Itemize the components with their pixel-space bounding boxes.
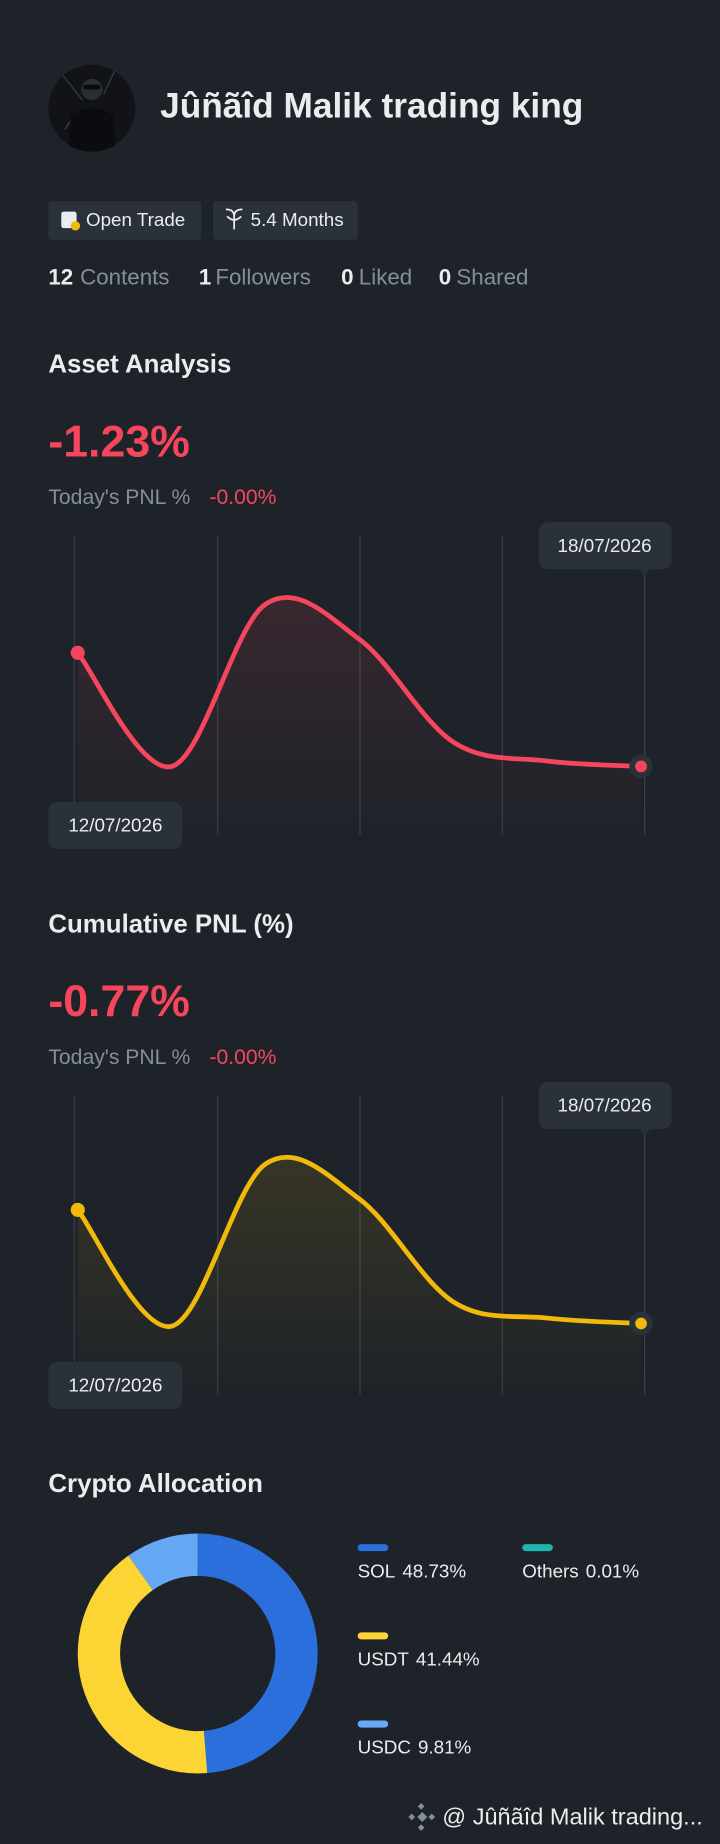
legend-swatch [357,1544,389,1552]
legend-label: USDT [358,1649,410,1670]
donut-slice [197,1533,318,1774]
line [75,595,644,769]
legend-swatch [357,1632,389,1640]
legend-swatch [357,1720,389,1728]
stat-label[interactable]: Liked [359,265,412,290]
stat-label[interactable]: Followers [215,265,311,290]
badge[interactable] [212,201,358,240]
tooltip-pointer [638,1128,651,1135]
legend-label: Others [522,1560,578,1581]
legend-label: SOL [358,1560,396,1581]
date-label: 18/07/2026 [558,535,652,556]
area [77,1157,642,1395]
section-title: Cumulative PNL (%) [48,910,293,938]
stat-label[interactable]: Contents [80,265,169,290]
date-label: 18/07/2026 [558,1095,652,1116]
tooltip-pointer [638,569,651,576]
legend-swatch [522,1544,553,1552]
stat-value: 0 [439,265,451,290]
stat-value: 0 [341,265,353,290]
donut-slice [77,1555,208,1774]
date-label: 12/07/2026 [68,1374,162,1395]
badge[interactable] [48,201,202,240]
legend-value: 9.81% [418,1737,472,1758]
date-tooltip [48,802,183,850]
badge-icon [70,221,81,231]
date-label: 12/07/2026 [68,815,162,836]
area [77,597,642,835]
today-pnl: -0.00% [209,486,276,509]
badge-label: 5.4 Months [251,209,344,230]
today-pnl: -0.00% [209,1046,276,1069]
watermark: @ Jûñãîd Malik trading... [442,1803,702,1829]
profile-name: Jûñãîd Malik trading king [160,87,583,126]
date-tooltip [538,1081,672,1129]
badge-icon [225,208,243,230]
pnl-subtitle: Today's PNL % [48,486,190,509]
line [75,1154,644,1329]
legend-value: 48.73% [402,1560,466,1581]
legend-value: 41.44% [416,1649,480,1670]
legend-value: 0.01% [586,1560,640,1581]
start-dot [70,1202,85,1217]
section-title: Crypto Allocation [48,1470,263,1498]
legend-label: USDC [358,1737,411,1758]
pnl-subtitle: Today's PNL % [48,1046,190,1069]
avatar[interactable] [48,64,136,153]
stat-label[interactable]: Shared [456,265,528,290]
start-dot [70,645,85,660]
pnl-value: -0.77% [48,977,190,1026]
date-tooltip [48,1361,183,1409]
badge-label: Open Trade [86,209,185,230]
pnl-value: -1.23% [48,417,190,466]
end-dot [635,1317,647,1330]
date-tooltip [538,522,672,570]
stat-value: 12 [48,265,73,290]
stat-value: 1 [199,265,211,290]
section-title: Asset Analysis [48,351,231,379]
donut-slice [128,1533,198,1591]
end-dot [635,760,647,773]
